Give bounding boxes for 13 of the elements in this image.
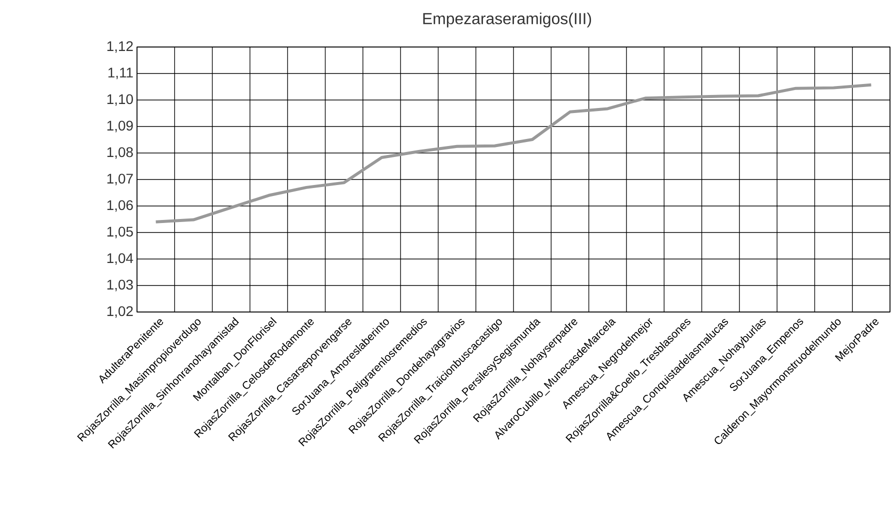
y-tick-label: 1,07	[107, 174, 133, 186]
y-tick-label: 1,03	[107, 280, 133, 292]
chart-title: Empezaraseramigos(III)	[423, 12, 592, 28]
y-tick-label: 1,05	[107, 226, 133, 238]
y-tick-label: 1,12	[107, 41, 133, 53]
y-tick-label: 1,09	[107, 120, 133, 132]
y-tick-label: 1,02	[107, 306, 133, 318]
y-tick-label: 1,10	[107, 94, 133, 106]
y-tick-label: 1,08	[107, 147, 133, 159]
y-tick-label: 1,06	[107, 200, 133, 212]
y-tick-label: 1,11	[108, 68, 133, 80]
line-series	[154, 83, 873, 224]
y-tick-label: 1,04	[107, 253, 134, 265]
